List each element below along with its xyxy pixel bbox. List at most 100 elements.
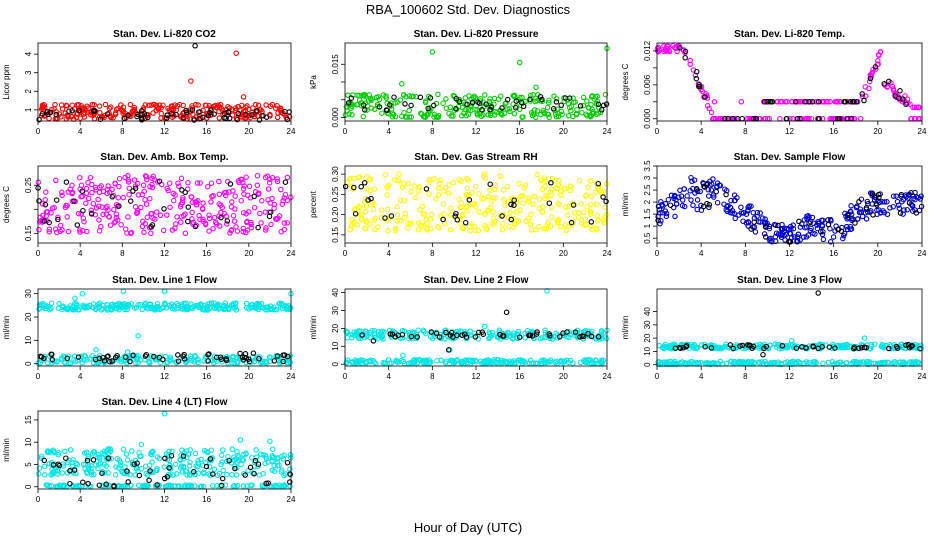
data-point-main	[845, 214, 851, 221]
data-point-high	[691, 345, 697, 351]
data-point-main	[83, 449, 90, 456]
data-point-main	[195, 470, 202, 476]
data-point-black	[92, 356, 99, 363]
data-point-black	[453, 210, 459, 217]
data-point-main	[491, 215, 497, 221]
data-point-black	[221, 115, 228, 121]
data-point-main	[73, 114, 80, 121]
data-point-main	[102, 101, 109, 108]
data-point-low	[526, 360, 533, 367]
figure-title: RBA_100602 Std. Dev. Diagnostics	[366, 2, 571, 17]
data-point-main	[274, 114, 281, 121]
data-point-high	[256, 302, 262, 308]
data-point-main	[727, 204, 734, 211]
data-point-zero	[271, 483, 278, 490]
data-point-main	[219, 459, 225, 465]
data-point-low	[510, 358, 517, 364]
data-point-main	[745, 207, 751, 213]
data-point-main	[456, 196, 462, 203]
data-point-high	[135, 302, 141, 308]
data-point-main	[140, 182, 147, 189]
y-tick-label: 3.5	[643, 160, 652, 172]
data-point-main	[59, 470, 66, 476]
data-point-black	[146, 477, 152, 484]
data-point-low	[60, 353, 67, 359]
data-point-main	[95, 454, 101, 461]
data-point-low	[124, 349, 131, 355]
data-point-main	[356, 174, 363, 180]
data-point-black	[74, 222, 81, 228]
data-point-main	[42, 197, 48, 203]
data-point-high	[779, 345, 785, 351]
data-point-main	[847, 226, 854, 233]
data-point-main	[447, 226, 454, 233]
data-point-main	[127, 101, 134, 108]
data-point-main	[541, 226, 547, 232]
data-point-black	[247, 464, 254, 471]
data-point-main	[111, 219, 118, 226]
data-point-main	[555, 216, 561, 223]
data-point-main	[887, 205, 893, 211]
y-tick-label: 2.5	[643, 184, 652, 196]
data-point-main	[62, 448, 68, 455]
data-point-black	[863, 205, 870, 211]
x-tick-label: 4	[78, 495, 83, 504]
data-point-main	[115, 194, 122, 201]
data-point-main	[195, 458, 201, 464]
data-point-main	[446, 182, 453, 188]
data-point-main	[232, 107, 239, 114]
data-point-high	[168, 303, 174, 310]
data-point-black	[239, 354, 246, 361]
data-point-low	[519, 358, 526, 364]
data-point-main	[459, 226, 466, 232]
data-point-black	[265, 480, 271, 486]
data-point-black	[135, 111, 141, 118]
data-point-black	[838, 228, 845, 234]
data-points	[342, 45, 610, 121]
data-point-main	[727, 209, 734, 216]
data-point-low	[820, 360, 826, 367]
data-point-main	[688, 174, 694, 181]
data-point-main	[890, 193, 897, 199]
data-point-main	[724, 208, 731, 215]
data-point-black	[151, 353, 157, 360]
data-point-high	[511, 330, 517, 336]
data-point-main	[687, 57, 693, 64]
data-point-high	[46, 306, 53, 313]
data-point-main	[492, 195, 499, 201]
data-point-high	[379, 328, 385, 334]
data-point-black	[903, 342, 909, 348]
data-point-main	[450, 179, 456, 186]
data-point-low	[497, 360, 504, 366]
y-tick-label: 0.25	[331, 186, 340, 202]
data-point-high	[663, 343, 669, 350]
data-point-main	[237, 437, 244, 443]
data-point-main	[230, 212, 237, 219]
data-point-main	[97, 110, 103, 116]
data-point-low	[234, 360, 241, 366]
data-point-main	[143, 173, 150, 180]
data-point-main	[238, 461, 244, 468]
data-point-main	[269, 446, 276, 452]
data-point-main	[528, 227, 535, 233]
data-point-main	[759, 215, 766, 221]
data-point-low	[192, 352, 198, 359]
data-point-main	[125, 179, 132, 185]
data-point-high	[544, 288, 550, 294]
data-point-black	[462, 219, 469, 226]
data-point-low	[870, 360, 877, 367]
data-point-main	[681, 186, 687, 192]
data-point-black	[76, 107, 82, 114]
data-point-black	[175, 352, 181, 358]
data-point-black	[739, 342, 746, 349]
data-point-main	[222, 192, 229, 199]
data-point-main	[189, 209, 195, 216]
data-point-main	[661, 43, 667, 49]
y-tick-label: 10	[331, 341, 340, 350]
data-point-black	[206, 351, 212, 357]
data-point-main	[408, 188, 414, 195]
data-point-main	[464, 185, 471, 191]
data-point-black	[127, 358, 133, 365]
data-point-main	[119, 107, 126, 114]
data-point-main	[536, 196, 543, 202]
